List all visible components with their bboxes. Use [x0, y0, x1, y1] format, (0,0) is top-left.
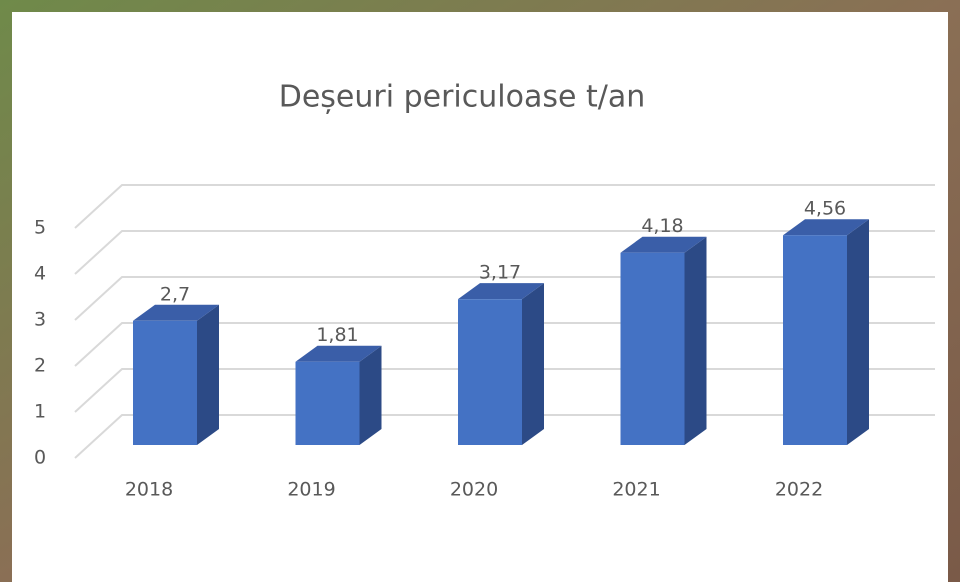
- x-tick-label: 2021: [612, 479, 660, 501]
- grid-line: [74, 184, 935, 229]
- bar-front: [458, 299, 522, 445]
- bar-front: [620, 252, 685, 445]
- y-tick-label: 0: [34, 447, 46, 469]
- y-tick-label: 5: [34, 217, 46, 239]
- bar-side: [197, 304, 219, 445]
- value-label: 4,56: [804, 198, 846, 220]
- bar-front: [295, 361, 360, 445]
- value-label: 2,7: [160, 283, 190, 305]
- bar-top: [620, 236, 707, 253]
- y-tick-label: 3: [34, 309, 46, 331]
- x-tick-label: 2019: [287, 479, 335, 501]
- bar: [133, 304, 219, 445]
- value-label: 3,17: [479, 262, 521, 284]
- bar-side: [684, 236, 707, 445]
- bar: [458, 283, 544, 445]
- y-tick-label: 4: [34, 263, 46, 285]
- bar-top: [783, 219, 869, 236]
- bar-top: [295, 345, 382, 362]
- y-tick-label: 1: [34, 401, 46, 423]
- x-tick-label: 2018: [125, 479, 173, 501]
- chart-title: Deșeuri periculoase t/an: [279, 80, 646, 115]
- value-label: 4,18: [641, 215, 683, 237]
- x-tick-label: 2020: [450, 479, 498, 501]
- x-tick-label: 2022: [775, 479, 823, 501]
- bar: [783, 219, 869, 445]
- bar-side: [847, 219, 869, 445]
- bar-front: [133, 320, 197, 445]
- bar-side: [522, 283, 544, 445]
- bar-top: [458, 283, 544, 300]
- bar-top: [133, 304, 219, 321]
- bar: [295, 345, 382, 445]
- bar: [620, 236, 707, 445]
- bar-front: [783, 235, 847, 445]
- grid-line: [74, 230, 935, 275]
- bar-side: [359, 345, 382, 445]
- y-tick-label: 2: [34, 355, 46, 377]
- value-label: 1,81: [316, 324, 358, 346]
